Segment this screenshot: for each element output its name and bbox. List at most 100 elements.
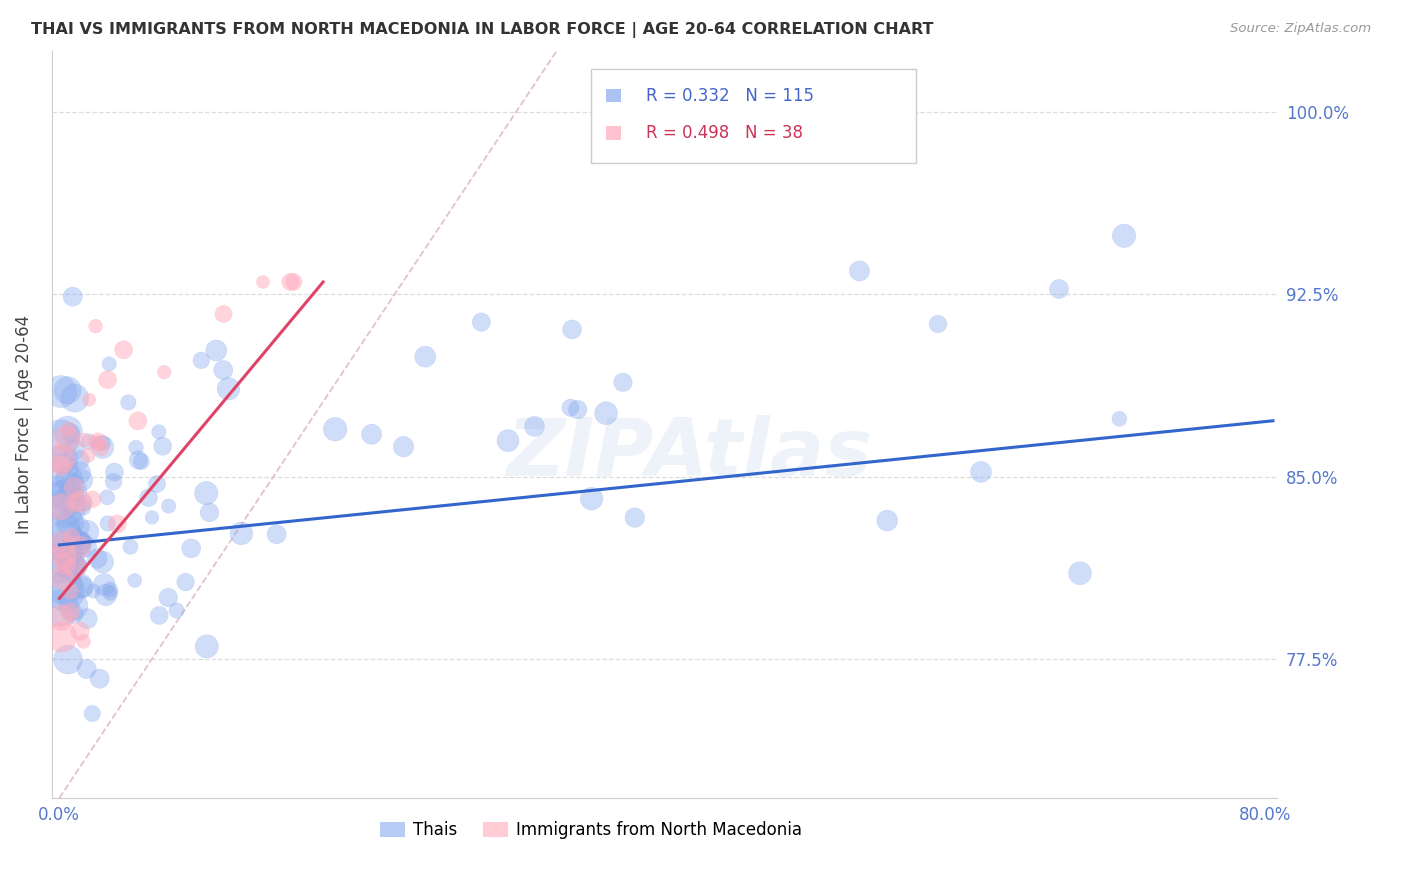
Point: [60, 485, 83, 500]
Point: [63, 481, 86, 495]
Point: [77, 392, 100, 407]
Point: [90, 441, 112, 455]
Point: [180, 541, 202, 556]
Point: [97, 373, 120, 387]
Point: [98, 586, 121, 600]
Point: [77, 448, 100, 462]
Point: [56, 424, 79, 438]
Point: [51, 630, 73, 644]
Point: [231, 526, 253, 541]
Point: [1069, 566, 1091, 581]
Point: [152, 439, 174, 453]
Point: [55, 501, 77, 516]
Point: [567, 402, 589, 417]
Point: [73, 496, 96, 510]
Point: [56, 383, 79, 397]
Point: [125, 441, 148, 455]
Bar: [606, 89, 621, 103]
Point: [280, 275, 302, 289]
Point: [62, 599, 84, 613]
Point: [148, 425, 170, 439]
Point: [138, 491, 160, 505]
Point: [52, 541, 75, 555]
Point: [198, 505, 221, 519]
Point: [59, 516, 82, 530]
Point: [69, 495, 91, 509]
Text: R = 0.498   N = 38: R = 0.498 N = 38: [647, 124, 803, 142]
Point: [1047, 282, 1070, 296]
Point: [848, 264, 870, 278]
Point: [49, 458, 72, 473]
Point: [103, 475, 125, 489]
Point: [84, 319, 107, 334]
Point: [52, 452, 75, 467]
Point: [927, 317, 949, 331]
Point: [49, 432, 72, 446]
Point: [76, 662, 98, 676]
Point: [58, 423, 80, 437]
Point: [91, 440, 114, 454]
Point: [212, 307, 235, 321]
Point: [49, 500, 72, 514]
Point: [413, 350, 436, 364]
Point: [97, 516, 120, 531]
Point: [392, 440, 415, 454]
Point: [89, 672, 111, 686]
Point: [96, 491, 118, 505]
Point: [56, 652, 79, 666]
Point: [141, 510, 163, 524]
Text: R = 0.332   N = 115: R = 0.332 N = 115: [647, 87, 814, 104]
Point: [62, 442, 84, 457]
Point: [53, 533, 76, 548]
Point: [105, 516, 128, 531]
Point: [56, 485, 79, 500]
Point: [59, 605, 82, 619]
Point: [75, 540, 97, 554]
Point: [86, 435, 108, 450]
Point: [59, 584, 82, 599]
Point: [63, 391, 86, 405]
Text: ZIPAtlas: ZIPAtlas: [506, 416, 872, 493]
Text: THAI VS IMMIGRANTS FROM NORTH MACEDONIA IN LABOR FORCE | AGE 20-64 CORRELATION C: THAI VS IMMIGRANTS FROM NORTH MACEDONIA …: [31, 22, 934, 38]
Point: [103, 465, 125, 479]
Point: [69, 453, 91, 467]
Point: [91, 436, 114, 450]
Point: [127, 453, 149, 467]
Point: [52, 553, 75, 567]
Point: [69, 520, 91, 534]
Point: [98, 582, 121, 597]
Point: [51, 463, 73, 477]
Point: [69, 540, 91, 554]
FancyBboxPatch shape: [591, 70, 915, 163]
Point: [283, 275, 305, 289]
Point: [55, 488, 77, 502]
Point: [51, 537, 73, 551]
Point: [323, 422, 346, 436]
Point: [561, 322, 583, 336]
Point: [190, 353, 212, 368]
Point: [51, 571, 73, 585]
Point: [876, 514, 898, 528]
Point: [51, 451, 73, 466]
Point: [82, 706, 104, 721]
Point: [217, 382, 239, 396]
Point: [60, 508, 83, 523]
Point: [87, 434, 110, 449]
Point: [60, 557, 83, 571]
Point: [65, 536, 87, 550]
Point: [67, 466, 90, 480]
Point: [560, 401, 582, 415]
Point: [60, 530, 83, 544]
Point: [205, 343, 228, 358]
Point: [153, 365, 176, 379]
Point: [612, 376, 634, 390]
Bar: [606, 126, 621, 140]
Point: [581, 491, 603, 506]
Point: [55, 432, 77, 446]
Point: [146, 477, 169, 491]
Point: [86, 551, 108, 566]
Point: [51, 610, 73, 624]
Point: [94, 588, 117, 602]
Point: [82, 583, 104, 598]
Point: [595, 406, 617, 420]
